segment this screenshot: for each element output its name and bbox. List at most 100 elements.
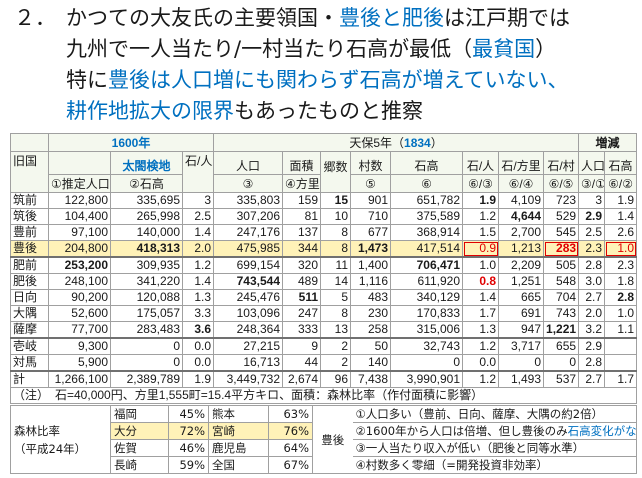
forest-label: 森林比率 （平成24年） <box>10 405 111 474</box>
table-cell <box>604 337 638 355</box>
header-cell: ⑥/③ <box>462 174 500 193</box>
table-row: 筑後 104,400 265,998 2.5 307,206 81 10 710 375,589… <box>10 208 638 225</box>
forest-title: 森林比率 <box>14 423 60 438</box>
table-cell: 3,990,901 <box>390 370 464 388</box>
table-cell: 341,220 <box>110 273 183 290</box>
table-cell: 7,438 <box>350 370 392 388</box>
header-cell: 旧国 <box>10 151 49 193</box>
table-cell: 2.0 <box>181 240 215 258</box>
table-cell: 122,800 <box>48 192 111 209</box>
heading-line: かつての大友氏の主要領国・豊後と肥後は江戸期では <box>0 3 642 34</box>
table-cell: 52,600 <box>48 305 111 322</box>
table-cell: 1.3 <box>181 289 215 306</box>
header-cell: 村数 <box>350 151 392 175</box>
table-cell: 0 <box>498 354 545 372</box>
header-cell: 石/人 <box>181 151 215 193</box>
table-cell: 489 <box>282 273 322 290</box>
table-cell: 3.6 <box>181 321 215 339</box>
table-cell: 140,000 <box>110 224 183 241</box>
table-cell: 253,200 <box>48 256 111 274</box>
table-cell: 1.1 <box>604 321 638 339</box>
table-cell: 655 <box>543 337 580 355</box>
header-text: 天保5年（ <box>349 136 405 150</box>
table-row: 豊後 204,800 418,313 2.0 475,985 344 8 1,473 417,5… <box>10 240 638 258</box>
table-cell: 44 <box>282 354 322 372</box>
row-label: 豊後 <box>10 240 49 258</box>
header-cell: 増減 <box>578 133 638 152</box>
table-cell: 2.5 <box>578 224 606 241</box>
table-cell: 743,544 <box>213 273 284 290</box>
table-cell: 2 <box>320 337 352 355</box>
header-text: 1834 <box>404 136 431 150</box>
table-cell: 2.3 <box>578 240 606 258</box>
table-cell: 2.9 <box>578 337 606 355</box>
table-cell: 548 <box>543 273 580 290</box>
header-cell: ⑥/④ <box>498 174 545 193</box>
row-label: 壱岐 <box>10 337 49 355</box>
table-row: 対馬 5,900 0 0.0 16,713 44 2 140 0 0.0 0 0 2.8 <box>10 354 638 372</box>
header-cell: 人口 <box>578 151 606 175</box>
table-cell: 0 <box>110 337 183 355</box>
header-cell: 面積 <box>282 151 322 175</box>
table-cell: 1.9 <box>462 192 500 209</box>
table-cell: 309,935 <box>110 256 183 274</box>
table-cell: 333 <box>282 321 322 339</box>
table-cell: 665 <box>498 289 545 306</box>
table-cell: 368,914 <box>390 224 464 241</box>
prefecture: 佐賀 <box>110 439 169 457</box>
table-cell: 283,483 <box>110 321 183 339</box>
table-cell: 248,100 <box>48 273 111 290</box>
table-cell: 15 <box>320 192 352 209</box>
table-cell: 103,096 <box>213 305 284 322</box>
table-cell: 1.2 <box>181 256 215 274</box>
table-cell: 1.9 <box>604 192 638 209</box>
table-cell: 50 <box>350 337 392 355</box>
table-cell: 1.0 <box>604 305 638 322</box>
forest-row: 佐賀 46% 鹿児島 64% ③一人当たり収入が低い（肥後と同等水準） <box>11 439 637 457</box>
table-cell: 2.9 <box>578 208 606 225</box>
table-cell: 97,100 <box>48 224 111 241</box>
table-cell: 81 <box>282 208 322 225</box>
table-cell: 14 <box>320 273 352 290</box>
table-cell: 335,803 <box>213 192 284 209</box>
table-cell: 2.8 <box>578 256 606 274</box>
table-cell: 0 <box>390 354 464 372</box>
table-cell: 1,251 <box>498 273 545 290</box>
header-cell: ②石高 <box>110 174 183 193</box>
prefecture: 全国 <box>208 456 269 474</box>
text-segment: 豊後と肥後 <box>339 6 444 30</box>
table-cell: 8 <box>320 240 352 258</box>
table-cell: 691 <box>498 305 545 322</box>
header-text: ） <box>430 136 443 150</box>
table-cell: 1,213 <box>498 240 545 258</box>
table-cell: 13 <box>320 321 352 339</box>
table-cell: 1.9 <box>181 370 215 388</box>
table-cell: 0.0 <box>462 354 500 372</box>
table-cell: 77,700 <box>48 321 111 339</box>
header-cell: ⑤ <box>350 174 392 193</box>
forest-percent: 72% <box>168 422 209 440</box>
table-cell: 3.0 <box>578 273 606 290</box>
table-cell: 2,700 <box>498 224 545 241</box>
table-cell: 3 <box>578 192 606 209</box>
table-cell: 230 <box>350 305 392 322</box>
forest-percent: 46% <box>168 439 209 457</box>
bungo-label: 豊後 <box>312 405 353 474</box>
table-cell: 475,985 <box>213 240 284 258</box>
prefecture: 鹿児島 <box>208 439 269 457</box>
table-cell: 2 <box>320 354 352 372</box>
table-cell: 651,782 <box>390 192 464 209</box>
table-cell: 1.4 <box>181 273 215 290</box>
table-cell: 483 <box>350 289 392 306</box>
prefecture: 大分 <box>110 422 169 440</box>
row-label: 筑後 <box>10 208 49 225</box>
row-label: 対馬 <box>10 354 49 372</box>
table-row: 肥前 253,200 309,935 1.2 699,154 320 11 1,400 706,… <box>10 256 638 274</box>
header-cell: ⑥ <box>390 174 464 193</box>
table-cell: 204,800 <box>48 240 111 258</box>
table-cell: 1.4 <box>181 224 215 241</box>
heading-number: ２． <box>14 6 56 30</box>
header-cell: 石高 <box>390 151 464 175</box>
table-cell: 1,221 <box>543 321 580 339</box>
